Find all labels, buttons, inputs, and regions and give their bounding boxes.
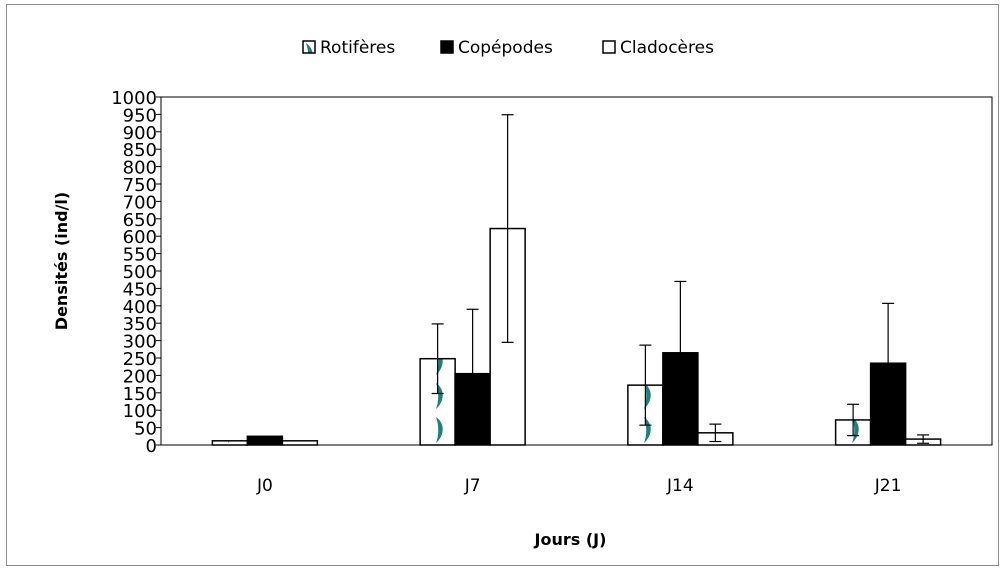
y-tick-label: 450 (123, 279, 157, 300)
chart-frame: 0 50 100 150 200 250 300 350 400 450 500 550 600 650 7… (6, 4, 999, 566)
bar-copépodes (246, 435, 284, 446)
bar-cladocères (281, 440, 319, 446)
y-tick-label: 400 (123, 297, 157, 318)
y-tick-label: 350 (123, 314, 157, 335)
y-tick-label: 300 (123, 332, 157, 353)
y-tick-label: 150 (123, 384, 157, 405)
y-tick-label: 500 (123, 262, 157, 283)
bar-rotifères (211, 440, 249, 446)
x-tick-label: J14 (666, 476, 694, 496)
legend-swatch-cladocères (602, 40, 616, 54)
y-tick-label: 550 (123, 245, 157, 266)
legend: Rotifères Copépodes Cladocères (302, 38, 714, 58)
y-tick-label: 0 (146, 436, 157, 457)
legend-label: Rotifères (320, 38, 395, 58)
y-tick-label: 100 (123, 401, 157, 422)
x-tick-label: J7 (464, 476, 481, 496)
y-tick-label: 50 (134, 419, 157, 440)
x-axis-title: Jours (J) (534, 530, 607, 549)
plot-border (160, 96, 993, 446)
plot-area: 0501001502002503003504004505005506006507… (52, 88, 993, 549)
y-tick-label: 950 (123, 105, 157, 126)
y-tick-label: 850 (123, 140, 157, 161)
y-tick-label: 200 (123, 366, 157, 387)
x-tick-label: J21 (874, 476, 902, 496)
y-tick-label: 900 (123, 123, 157, 144)
legend-label: Copépodes (458, 38, 553, 58)
y-tick-label: 700 (123, 192, 157, 213)
y-tick-label: 1000 (111, 88, 157, 109)
y-tick-label: 600 (123, 227, 157, 248)
x-tick-label: J0 (256, 476, 273, 496)
legend-swatch-copépodes (440, 40, 454, 54)
y-tick-label: 750 (123, 175, 157, 196)
legend-swatch-rotifères (302, 40, 316, 54)
y-tick-label: 250 (123, 349, 157, 370)
y-tick-label: 800 (123, 158, 157, 179)
bar-chart: 0501001502002503003504004505005506006507… (52, 38, 993, 549)
y-axis-title: Densités (ind/l) (52, 192, 71, 330)
legend-label: Cladocères (620, 38, 714, 58)
y-tick-label: 650 (123, 210, 157, 231)
